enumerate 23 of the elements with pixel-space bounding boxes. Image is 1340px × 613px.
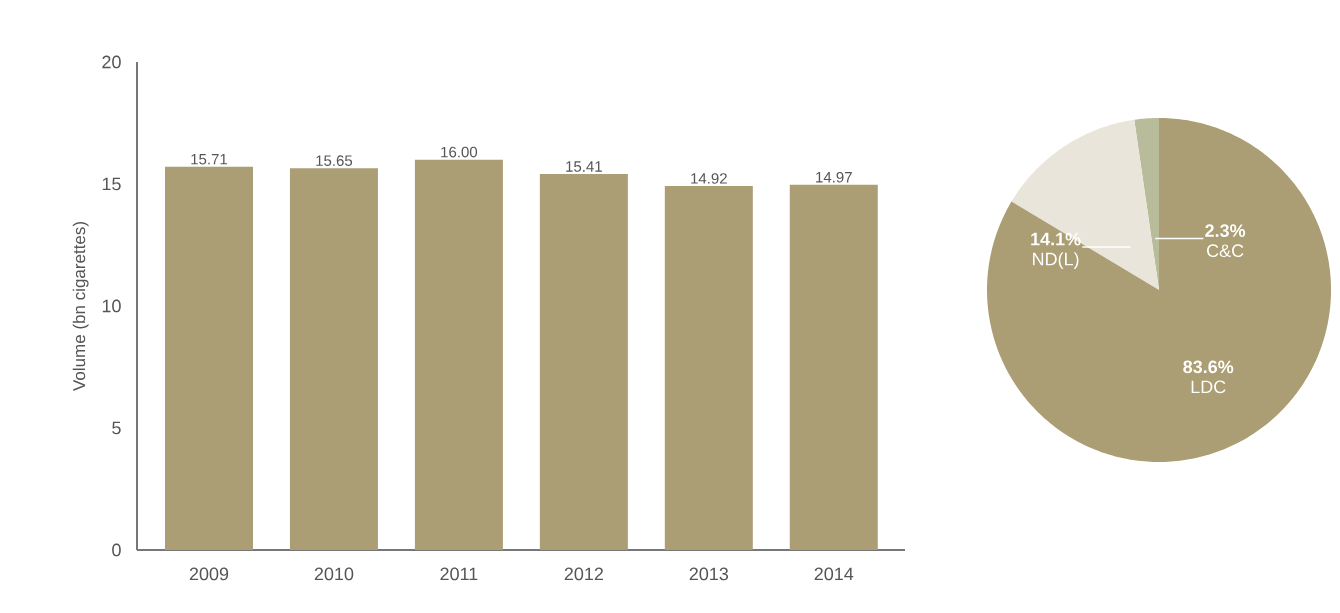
data-label: 15.41 — [566, 161, 602, 172]
y-tick-label: 10 — [102, 299, 121, 313]
data-label: 15.71 — [191, 154, 228, 165]
slice-label: ND(L) — [1033, 252, 1079, 269]
data-label: 83.6% — [1183, 360, 1234, 374]
x-tick-label: 2009 — [189, 567, 229, 581]
data-label: 14.92 — [691, 173, 727, 184]
x-tick-label: 2011 — [440, 567, 478, 581]
data-label: 16.00 — [441, 146, 478, 158]
x-tick-label: 2010 — [314, 567, 354, 581]
y-tick-label: 5 — [112, 421, 121, 435]
data-label: 14.97 — [816, 171, 852, 183]
data-label: 2.3% — [1205, 224, 1246, 238]
x-tick-label: 2014 — [814, 567, 854, 581]
x-tick-label: 2012 — [564, 567, 603, 581]
slice-label: C&C — [1207, 244, 1244, 258]
slice-label: LDC — [1191, 380, 1226, 394]
data-label: 15.65 — [316, 155, 353, 166]
y-tick-label: 0 — [112, 543, 121, 557]
x-tick-label: 2013 — [689, 567, 729, 581]
y-tick-label: 15 — [102, 177, 121, 191]
y-tick-label: 20 — [102, 55, 121, 69]
y-axis-title: Volume (bn cigarettes) — [72, 222, 89, 391]
